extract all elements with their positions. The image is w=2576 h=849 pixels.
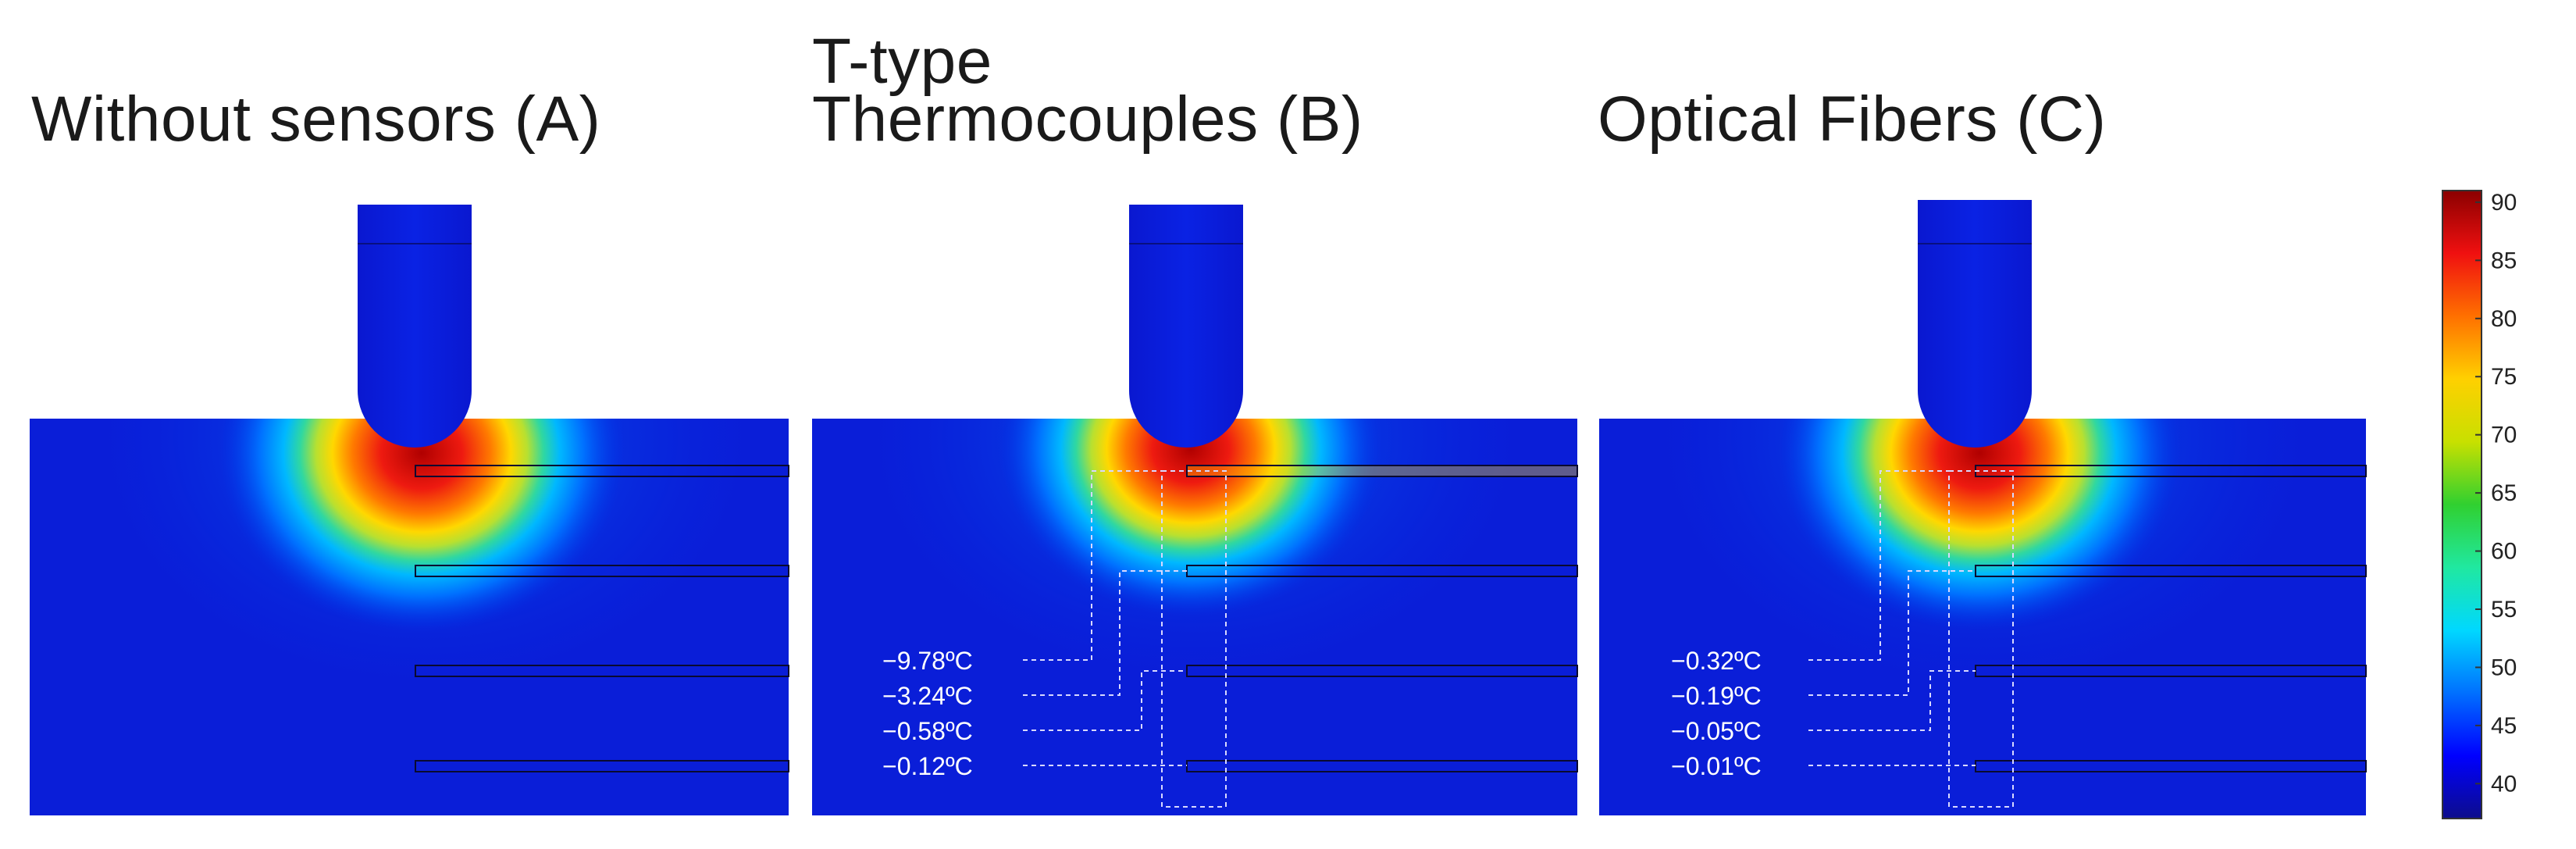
annotation-label: −0.32ºC (1671, 647, 1762, 675)
annotation-label: −0.01ºC (1671, 752, 1762, 780)
colorbar: 90 85 80 75 70 65 60 55 50 45 40 (2442, 190, 2517, 819)
sensor-slot-1 (1186, 465, 1578, 477)
colorbar-tick-label: 65 (2491, 480, 2517, 506)
panel-b-title-line2: Thermocouples (B) (812, 84, 1363, 155)
sensor-slot-2 (1975, 565, 2367, 577)
colorbar-tick-label: 75 (2491, 364, 2517, 390)
annotation-leaders (1808, 470, 2014, 808)
annotation-label: −3.24ºC (882, 682, 973, 710)
sensor-slot-1 (415, 465, 789, 477)
sensor-slot-3 (415, 665, 789, 677)
colorbar-tick-label: 55 (2491, 597, 2517, 622)
probe-tip (358, 205, 472, 448)
probe-tip (1918, 200, 2032, 448)
colorbar-tick-label: 80 (2491, 306, 2517, 332)
panel-c-title: Optical Fibers (C) (1598, 84, 2107, 155)
panel-a-title: Without sensors (A) (31, 84, 601, 155)
sensor-slot-2 (415, 565, 789, 577)
sensor-slot-4 (415, 760, 789, 772)
colorbar-tick-label: 85 (2491, 248, 2517, 273)
colorbar-gradient (2442, 190, 2482, 819)
panel-b-heatmap: −9.78ºC −3.24ºC −0.58ºC −0.12ºC (812, 205, 1578, 815)
annotation-label: −0.58ºC (882, 717, 973, 745)
colorbar-tick-label: 45 (2491, 713, 2517, 739)
annotation-label: −0.19ºC (1671, 682, 1762, 710)
panel-b-title-line1: T-type (812, 26, 992, 97)
sensor-slot-3 (1186, 665, 1578, 677)
colorbar-tick-label: 60 (2491, 539, 2517, 565)
probe-tip (1129, 205, 1243, 448)
panel-c-heatmap: −0.32ºC −0.19ºC −0.05ºC −0.01ºC (1599, 200, 2367, 815)
colorbar-tick-label: 40 (2491, 771, 2517, 797)
panel-a-heatmap (30, 205, 789, 815)
annotation-label: −0.12ºC (882, 752, 973, 780)
colorbar-tick-label: 70 (2491, 423, 2517, 448)
annotation-label: −0.05ºC (1671, 717, 1762, 745)
colorbar-tick-label: 90 (2491, 190, 2517, 216)
annotation-leaders (1023, 470, 1227, 808)
annotation-label: −9.78ºC (882, 647, 973, 675)
colorbar-tick-label: 50 (2491, 655, 2517, 680)
